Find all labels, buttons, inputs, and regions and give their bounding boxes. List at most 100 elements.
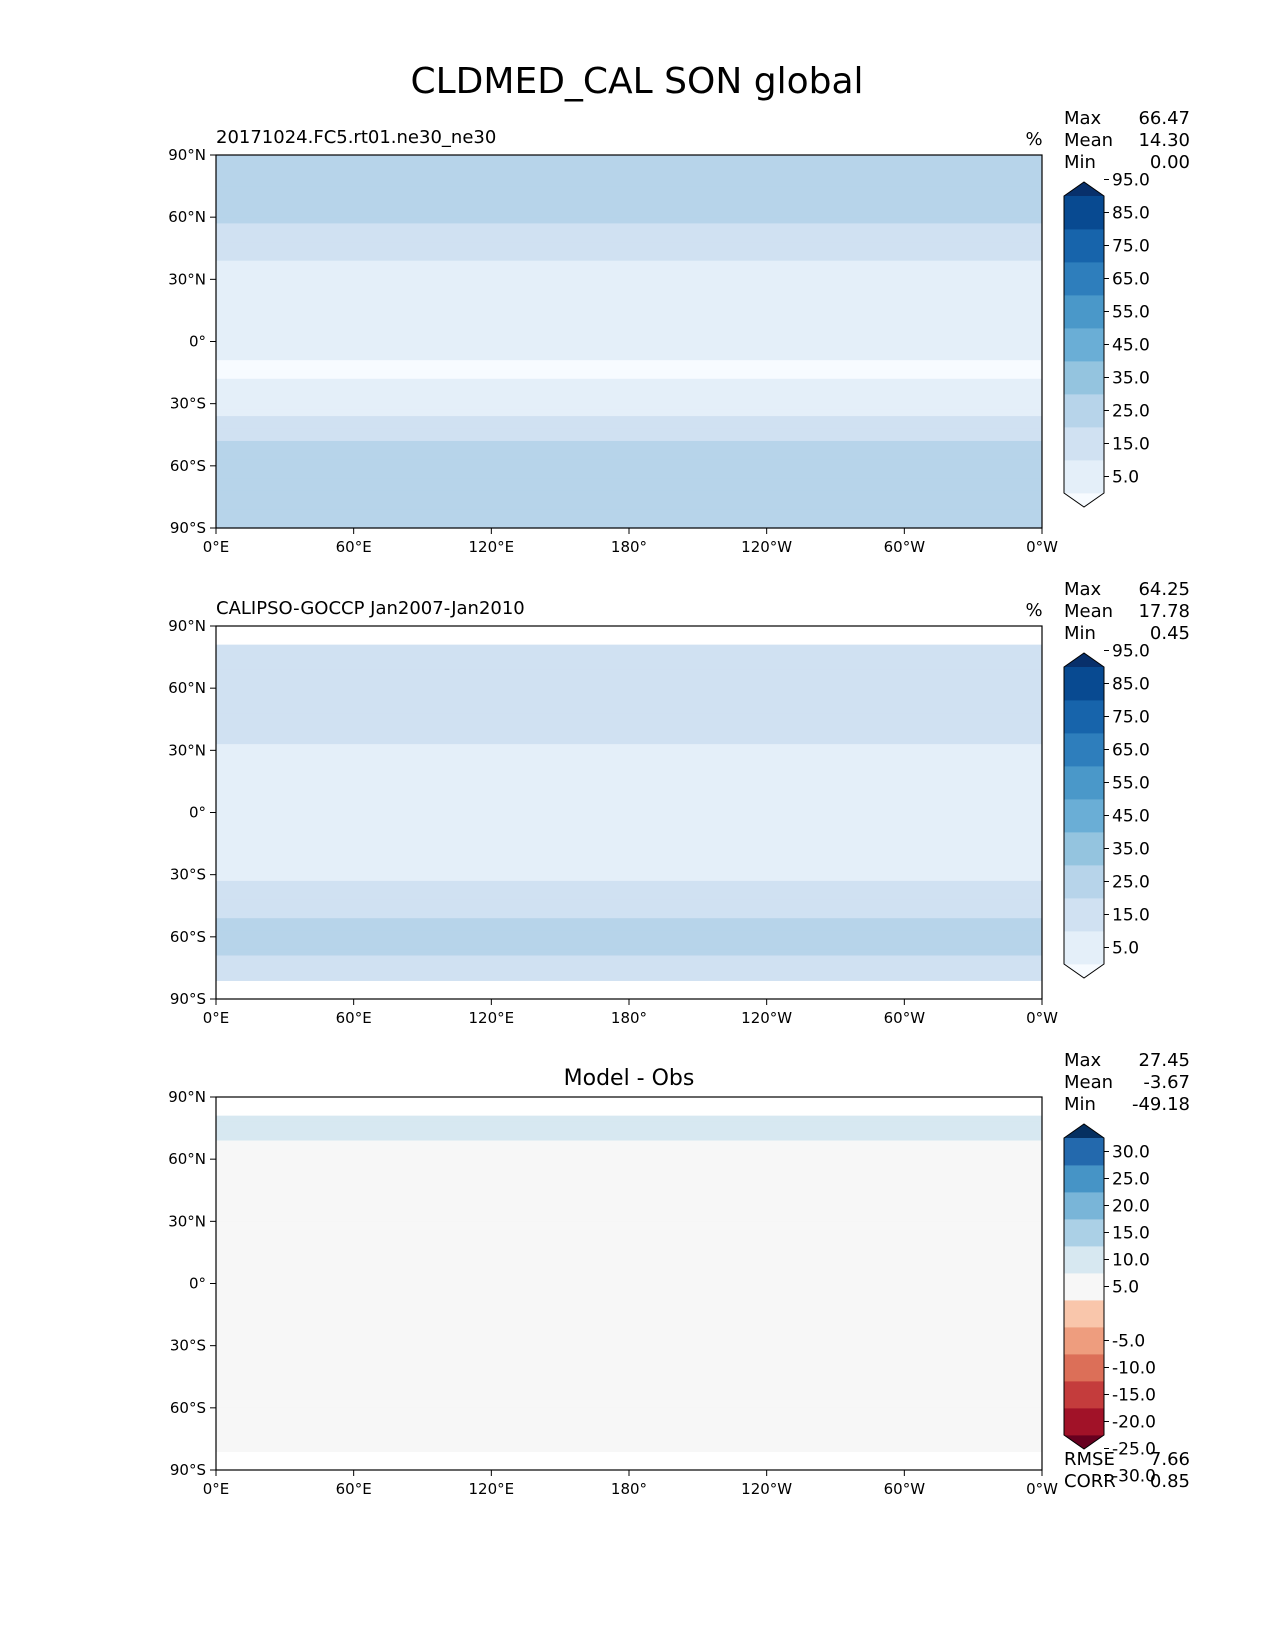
mean-label: Mean <box>1064 601 1113 622</box>
field-band <box>216 1320 1042 1328</box>
field-band <box>216 1308 1042 1316</box>
x-tick-label: 120°E <box>469 538 515 556</box>
colorbar-tick-label: 5.0 <box>1112 1278 1139 1298</box>
field-band <box>216 768 1042 776</box>
colorbar-tick-label: 45.0 <box>1112 807 1150 827</box>
field-band <box>216 874 1042 882</box>
colorbar-tick-label: 65.0 <box>1112 741 1150 761</box>
field-band <box>216 1364 1042 1372</box>
colorbar-extend-min <box>1064 1435 1104 1449</box>
field-band <box>216 391 1042 399</box>
min-value: 0.45 <box>1150 623 1190 644</box>
field-band <box>216 1121 1042 1129</box>
max-label: Max <box>1064 108 1102 129</box>
field-band <box>216 1327 1042 1334</box>
field-band <box>216 173 1042 181</box>
colorbar-segment <box>1064 1354 1104 1382</box>
colorbar-tick-label: 85.0 <box>1112 675 1150 695</box>
y-tick-label: 30°S <box>170 866 206 884</box>
colorbar-segment <box>1064 262 1104 296</box>
colorbar-tick-label: 25.0 <box>1112 402 1150 422</box>
panel-title: Model - Obs <box>564 1066 695 1091</box>
field-band <box>216 459 1042 467</box>
colorbar-tick-label: 75.0 <box>1112 708 1150 728</box>
x-tick-label: 0°E <box>203 1480 230 1498</box>
field-band <box>216 706 1042 714</box>
field-band <box>216 179 1042 187</box>
colorbar-segment <box>1064 460 1104 494</box>
colorbar-tick-label: 95.0 <box>1112 642 1150 662</box>
colorbar-extend-min <box>1064 964 1104 978</box>
field-band <box>216 899 1042 907</box>
field-band <box>216 781 1042 789</box>
field-band <box>216 1414 1042 1421</box>
colorbar-segment <box>1064 1327 1104 1355</box>
colorbar-tick-label: -10.0 <box>1112 1359 1156 1379</box>
colorbar-tick-label: -5.0 <box>1112 1332 1145 1352</box>
colorbar-segment <box>1064 1273 1104 1301</box>
units-label: % <box>1025 600 1042 621</box>
field-band <box>216 1202 1042 1210</box>
colorbar-tick-label: 65.0 <box>1112 270 1150 290</box>
field-band <box>216 1351 1042 1359</box>
field-band <box>216 285 1042 293</box>
field-band <box>216 1302 1042 1309</box>
field-band <box>216 496 1042 504</box>
field-band <box>216 775 1042 783</box>
field-bands <box>216 155 1042 529</box>
field-band <box>216 831 1042 838</box>
field-band <box>216 1233 1042 1241</box>
field-band <box>216 242 1042 249</box>
colorbar-tick-label: 25.0 <box>1112 1170 1150 1190</box>
field-band <box>216 397 1042 405</box>
colorbar-segment <box>1064 1408 1104 1436</box>
y-tick-label: 0° <box>189 333 206 351</box>
field-band <box>216 353 1042 361</box>
field-band <box>216 329 1042 336</box>
x-tick-label: 60°W <box>884 1480 926 1498</box>
map-panel-1: 20171024.FC5.rt01.ne30_ne30 % 0°E 60°E 120°E… <box>168 108 1190 556</box>
colorbar-tick-label: 5.0 <box>1112 468 1139 488</box>
colorbar-tick-label: 5.0 <box>1112 939 1139 959</box>
field-band <box>216 812 1042 820</box>
colorbar-segment <box>1064 898 1104 932</box>
field-band <box>216 949 1042 957</box>
field-band <box>216 974 1042 981</box>
field-band <box>216 1146 1042 1154</box>
field-band <box>216 1115 1042 1123</box>
y-tick-label: 90°S <box>170 1461 206 1479</box>
field-band <box>216 856 1042 863</box>
field-band <box>216 849 1042 857</box>
y-tick-label: 60°S <box>170 928 206 946</box>
field-band <box>216 644 1042 652</box>
field-band <box>216 1264 1042 1272</box>
field-band <box>216 1445 1042 1452</box>
field-band <box>216 1196 1042 1204</box>
field-band <box>216 911 1042 919</box>
field-band <box>216 961 1042 969</box>
field-band <box>216 248 1042 256</box>
x-tick-label: 180° <box>611 538 647 556</box>
colorbar-segment <box>1064 733 1104 767</box>
field-band <box>216 1152 1042 1160</box>
field-band <box>216 681 1042 689</box>
field-band <box>216 1370 1042 1378</box>
colorbar-tick-label: 25.0 <box>1112 873 1150 893</box>
colorbar-segment <box>1064 295 1104 329</box>
colorbar-tick-label: 30.0 <box>1112 1143 1150 1163</box>
field-band <box>216 756 1042 764</box>
field-band <box>216 1177 1042 1185</box>
field-band <box>216 273 1042 280</box>
colorbar-segment <box>1064 931 1104 965</box>
field-band <box>216 335 1042 343</box>
max-value: 64.25 <box>1138 579 1190 600</box>
units-label: % <box>1025 129 1042 150</box>
colorbar-tick-label: -15.0 <box>1112 1386 1156 1406</box>
x-tick-label: 0°W <box>1026 1480 1058 1498</box>
field-band <box>216 750 1042 758</box>
colorbar-segment <box>1064 832 1104 866</box>
field-band <box>216 155 1042 162</box>
mean-value: -3.67 <box>1143 1072 1190 1093</box>
rmse-value: 7.66 <box>1150 1449 1190 1470</box>
colorbar-segment <box>1064 865 1104 899</box>
